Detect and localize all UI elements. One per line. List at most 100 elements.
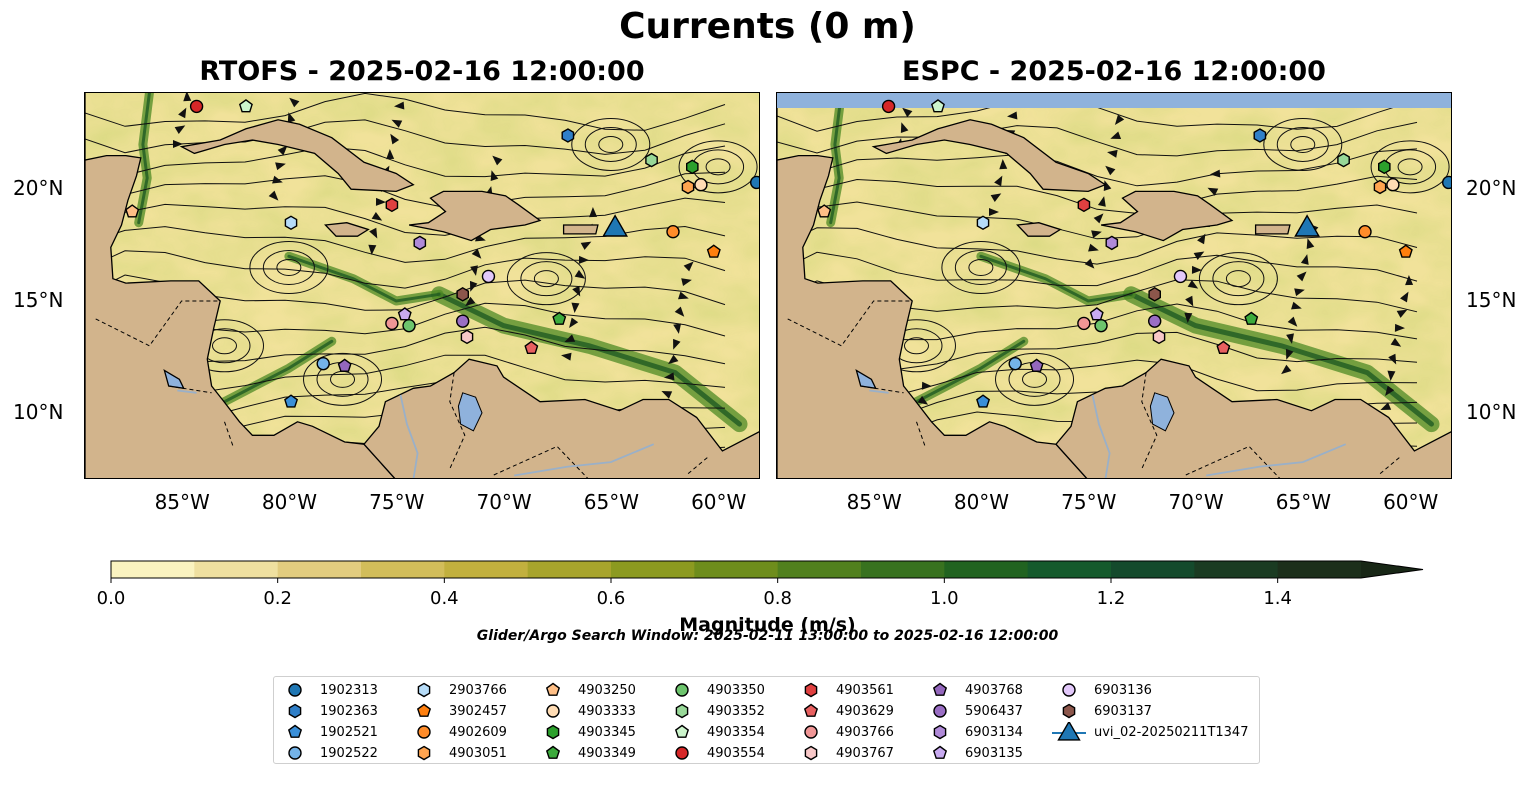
legend-marker <box>932 682 948 696</box>
legend-marker-4903561 <box>804 682 818 698</box>
legend-marker-4903349 <box>545 745 561 759</box>
colorbar-tick-label: 0.0 <box>96 588 126 609</box>
lon-tick-label: 75°W <box>1061 490 1117 514</box>
platform-marker-4903766 <box>385 316 399 331</box>
map-panel-rtofs <box>84 92 760 479</box>
legend-marker-6903135 <box>932 745 948 759</box>
legend-marker <box>417 745 431 761</box>
platform-marker-4903766 <box>1077 316 1091 331</box>
legend-label: 4903354 <box>707 724 765 740</box>
legend-label: 1902521 <box>320 724 378 740</box>
legend-item: 2903766 <box>407 680 507 700</box>
lake-maracaibo <box>457 392 483 432</box>
legend-item: 4903768 <box>923 680 1023 700</box>
platform-marker-uvi_02-20250211T1347 <box>1294 214 1321 237</box>
legend-marker <box>804 745 818 761</box>
legend-item: 4903345 <box>536 722 636 742</box>
current-core <box>979 254 1133 303</box>
lat-tick-label: 20°N <box>1466 176 1517 201</box>
platform-marker-4903350 <box>402 318 416 333</box>
rivers <box>869 389 1347 478</box>
platform-marker-4903345 <box>1378 159 1391 175</box>
legend-label: 4903250 <box>578 682 636 698</box>
legend-item: 4903349 <box>536 743 636 763</box>
figure-title: Currents (0 m) <box>619 6 916 47</box>
landmass-puertoRico <box>1254 224 1291 235</box>
platform-marker-6903135 <box>397 307 412 321</box>
legend-marker-5906437 <box>933 704 947 718</box>
legend-marker-4903766 <box>804 725 818 739</box>
legend-marker-1902521 <box>287 724 303 738</box>
map-panel-espc <box>776 92 1452 479</box>
landmass-hispaniola <box>1100 190 1234 242</box>
platform-marker-2903766 <box>284 215 298 231</box>
platform-markers <box>817 99 1451 408</box>
legend-marker <box>674 724 690 738</box>
platform-marker-6903137 <box>456 286 469 302</box>
legend-marker-4902609 <box>417 725 431 739</box>
colorbar-segment <box>1277 561 1362 578</box>
legend-item: 1902522 <box>278 743 378 763</box>
legend-label: 4903345 <box>578 724 636 740</box>
platform-marker-4903768 <box>1029 358 1044 372</box>
legend-label: 1902522 <box>320 745 378 761</box>
colorbar-tick-label: 0.6 <box>596 588 626 609</box>
landmass-southAmerica <box>363 358 759 478</box>
platform-marker-6903136 <box>1173 269 1188 284</box>
legend-label: 4903554 <box>707 745 765 761</box>
legend-marker <box>546 724 560 740</box>
colorbar-segment <box>111 561 195 578</box>
legend-item: 5906437 <box>923 701 1023 721</box>
platform-marker-1902522 <box>1008 356 1022 371</box>
platform-markers <box>125 99 759 408</box>
colorbar-segment <box>361 561 445 578</box>
legend-marker-uvi_02-20250211T1347 <box>1057 722 1081 741</box>
lon-tick-label: 70°W <box>476 490 532 514</box>
legend-marker <box>416 703 432 717</box>
legend-marker-6903137 <box>1062 703 1076 719</box>
legend-marker <box>933 724 947 740</box>
landmass-jamaica <box>324 222 370 237</box>
lon-tick-label: 85°W <box>154 490 210 514</box>
lat-tick-label: 10°N <box>13 399 64 424</box>
current-core <box>137 93 151 225</box>
legend-item: 4903250 <box>536 680 636 700</box>
lon-tick-label: 60°W <box>1383 490 1439 514</box>
legend-item: uvi_02-20250211T1347 <box>1052 722 1248 742</box>
platform-marker-1902521 <box>284 394 299 408</box>
legend-marker <box>545 745 561 759</box>
platform-marker-5906437 <box>456 314 470 328</box>
legend-item: 1902313 <box>278 680 378 700</box>
platform-marker-1902363 <box>1253 128 1267 143</box>
legend-label: uvi_02-20250211T1347 <box>1094 724 1249 740</box>
platform-marker-4903333 <box>1386 178 1400 192</box>
colorbar-tick-label: 0.4 <box>430 588 459 609</box>
platform-marker-4903349 <box>552 311 567 325</box>
platform-marker-2903766 <box>976 215 990 231</box>
platform-marker-4902609 <box>1358 224 1372 239</box>
platform-marker-4903354 <box>930 99 945 113</box>
colorbar-segment <box>944 561 1029 578</box>
legend-label: 4903350 <box>707 682 765 698</box>
legend-marker <box>546 704 560 718</box>
platform-marker-6903136 <box>481 269 496 284</box>
legend-item: 4903350 <box>665 680 765 700</box>
platform-marker-4903051 <box>1373 179 1387 195</box>
colorbar-segment <box>1027 561 1112 578</box>
platform-marker-4903554 <box>881 99 896 114</box>
legend-marker <box>288 703 302 719</box>
legend-item: 1902521 <box>278 722 378 742</box>
legend-marker-1902522 <box>288 746 302 760</box>
land <box>777 93 1451 478</box>
country-borders <box>787 300 1400 478</box>
landmass-cuba <box>179 119 415 193</box>
legend-item: 4903767 <box>794 743 894 763</box>
panel-title-rtofs: RTOFS - 2025-02-16 12:00:00 <box>199 56 645 87</box>
colorbar-tick-label: 1.2 <box>1096 588 1126 609</box>
legend-item: 4903554 <box>665 743 765 763</box>
legend-label: 4903629 <box>836 703 894 719</box>
legend-marker <box>803 703 819 717</box>
platform-marker-uvi_02-20250211T1347 <box>602 214 629 237</box>
platform-marker-4902609 <box>666 224 680 239</box>
legend-marker-6903136 <box>1062 683 1076 697</box>
